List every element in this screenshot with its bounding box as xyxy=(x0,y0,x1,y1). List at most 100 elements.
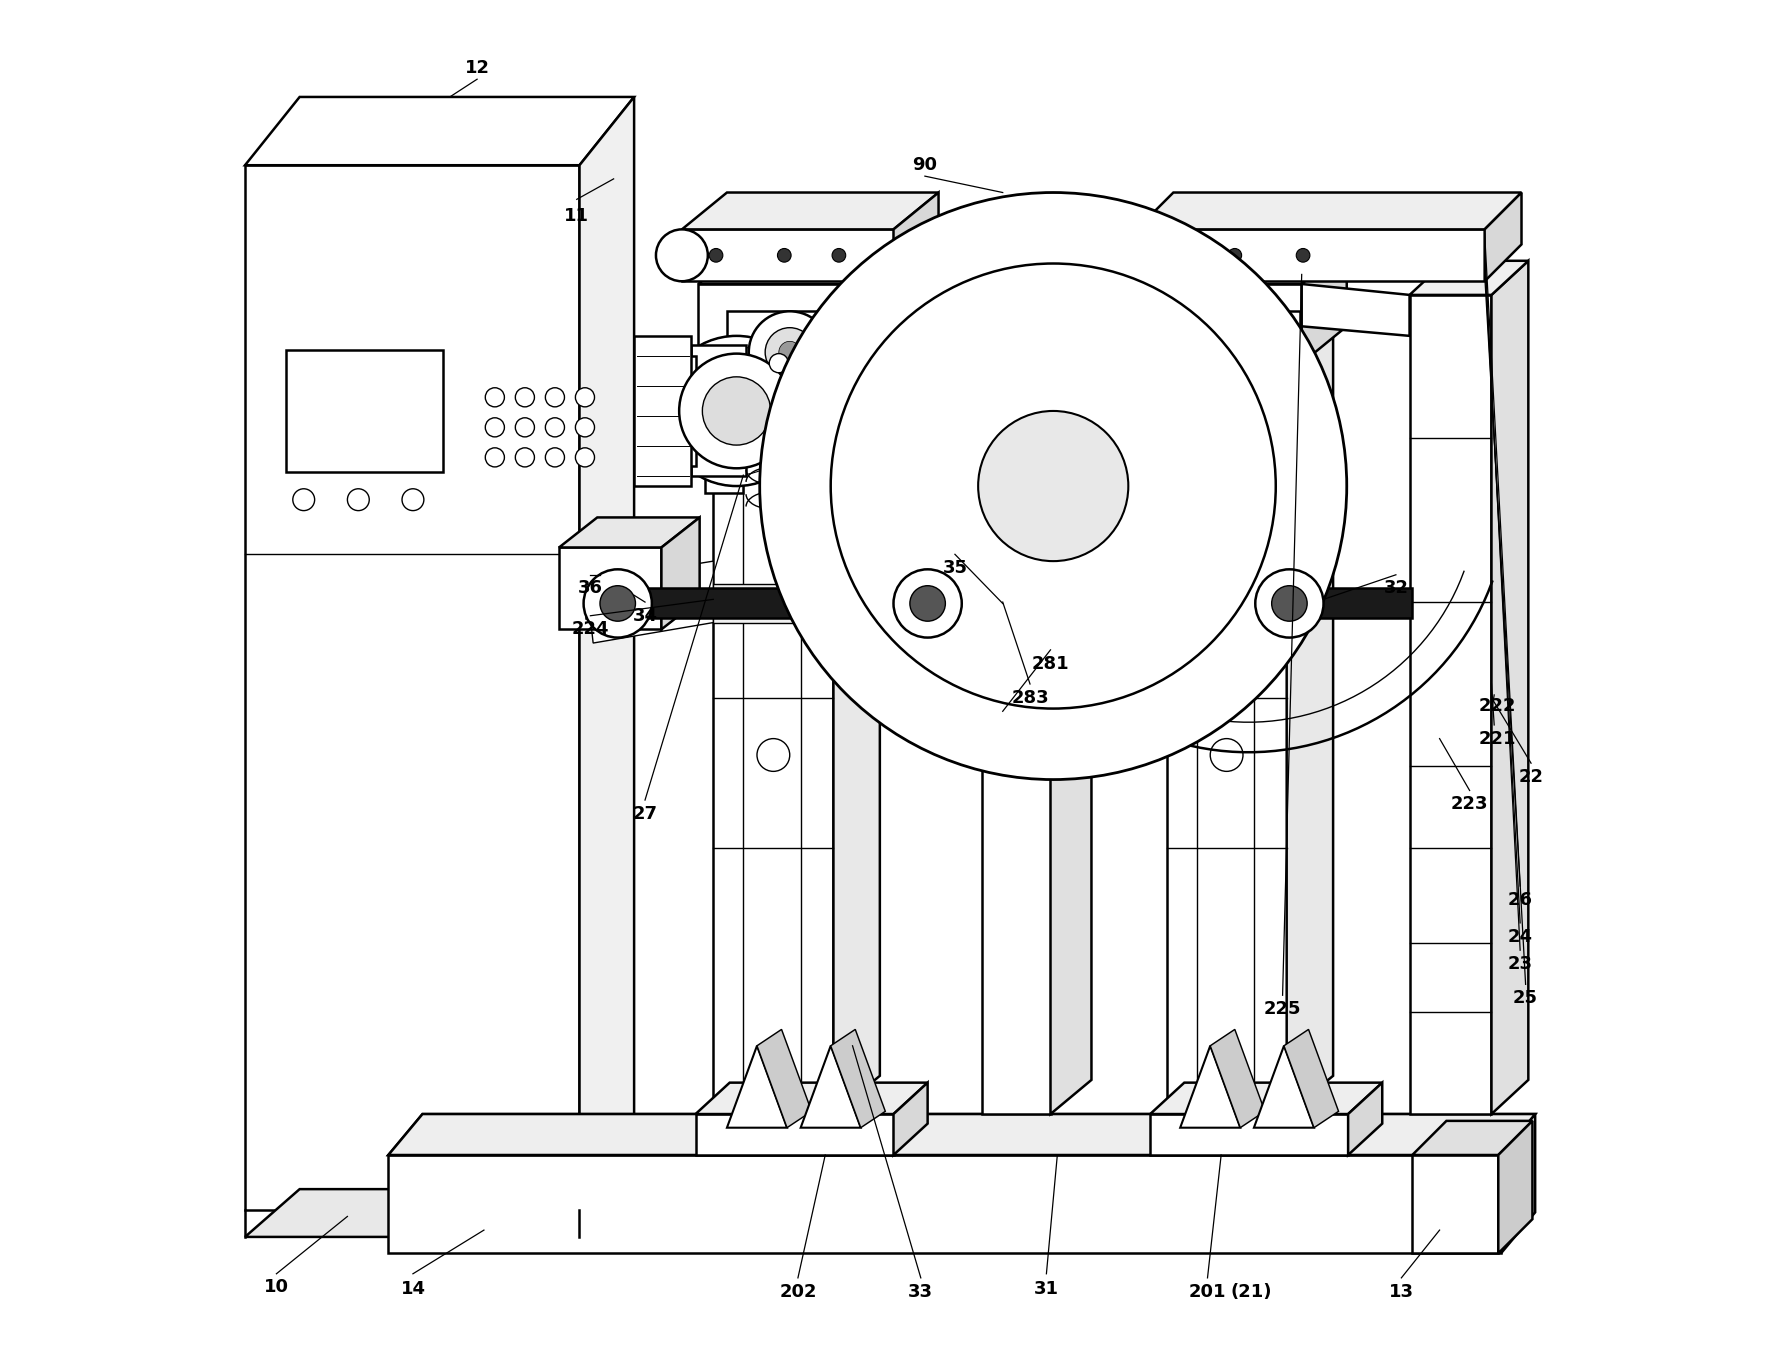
Text: 283: 283 xyxy=(1011,688,1049,707)
Circle shape xyxy=(758,739,790,772)
Polygon shape xyxy=(1151,1082,1383,1114)
Polygon shape xyxy=(1287,300,1333,1114)
Text: 10: 10 xyxy=(264,1279,289,1297)
Text: 27: 27 xyxy=(633,804,658,822)
Polygon shape xyxy=(1051,629,1167,670)
Circle shape xyxy=(1160,249,1174,263)
Bar xyxy=(586,588,1412,618)
Text: 202: 202 xyxy=(779,1283,817,1301)
Polygon shape xyxy=(801,1045,861,1127)
Circle shape xyxy=(779,342,801,363)
Polygon shape xyxy=(1301,248,1347,363)
Circle shape xyxy=(1231,342,1254,363)
Polygon shape xyxy=(831,1029,885,1127)
Polygon shape xyxy=(1492,261,1528,1114)
Text: 22: 22 xyxy=(1519,767,1544,785)
Text: 23: 23 xyxy=(1508,955,1533,973)
Text: 201: 201 xyxy=(1188,1283,1226,1301)
Text: 13: 13 xyxy=(1388,1283,1414,1301)
Polygon shape xyxy=(683,193,938,230)
Polygon shape xyxy=(388,1114,1535,1155)
Bar xyxy=(245,166,579,1209)
Bar xyxy=(969,575,1063,613)
Bar xyxy=(1137,230,1485,282)
Text: 223: 223 xyxy=(1451,795,1489,813)
Bar xyxy=(713,584,833,622)
Bar xyxy=(1151,1114,1347,1155)
Circle shape xyxy=(402,488,424,510)
Circle shape xyxy=(709,249,724,263)
Circle shape xyxy=(833,249,845,263)
Circle shape xyxy=(1254,569,1324,637)
Text: 32: 32 xyxy=(1383,580,1408,598)
Polygon shape xyxy=(849,248,894,363)
Polygon shape xyxy=(1051,554,1092,1114)
Circle shape xyxy=(894,569,961,637)
Circle shape xyxy=(575,387,595,406)
Circle shape xyxy=(515,417,534,436)
Text: 25: 25 xyxy=(1514,989,1539,1007)
Circle shape xyxy=(545,417,565,436)
Circle shape xyxy=(1222,353,1242,372)
Circle shape xyxy=(575,447,595,466)
Bar xyxy=(1158,440,1197,492)
Text: 90: 90 xyxy=(913,156,938,174)
Circle shape xyxy=(1110,230,1163,282)
Text: 34: 34 xyxy=(633,607,658,625)
Text: 33: 33 xyxy=(908,1283,933,1301)
Polygon shape xyxy=(1254,1045,1313,1127)
Polygon shape xyxy=(983,554,1092,588)
Polygon shape xyxy=(1167,300,1333,337)
Polygon shape xyxy=(1501,1114,1535,1253)
Bar xyxy=(1412,1155,1498,1253)
Polygon shape xyxy=(245,97,634,166)
Text: (21): (21) xyxy=(1231,1283,1272,1301)
Circle shape xyxy=(759,193,1347,780)
Text: 35: 35 xyxy=(942,560,967,577)
Bar xyxy=(1151,285,1301,363)
Circle shape xyxy=(486,417,504,436)
Bar xyxy=(727,312,847,386)
Circle shape xyxy=(768,353,788,372)
Bar xyxy=(1167,337,1287,1114)
Circle shape xyxy=(1296,249,1310,263)
Polygon shape xyxy=(579,97,634,1209)
Circle shape xyxy=(661,337,811,486)
Bar xyxy=(286,349,443,472)
Circle shape xyxy=(486,387,504,406)
Polygon shape xyxy=(894,1082,927,1155)
Circle shape xyxy=(347,488,370,510)
Circle shape xyxy=(545,447,565,466)
Circle shape xyxy=(293,488,315,510)
Circle shape xyxy=(486,447,504,466)
Bar xyxy=(699,285,849,363)
Circle shape xyxy=(749,312,831,393)
Polygon shape xyxy=(1210,1029,1265,1127)
Bar xyxy=(1179,312,1301,386)
Bar xyxy=(634,337,692,486)
Polygon shape xyxy=(758,1029,811,1127)
Polygon shape xyxy=(1179,1045,1240,1127)
Circle shape xyxy=(702,376,770,445)
Circle shape xyxy=(765,328,815,376)
Polygon shape xyxy=(388,1114,1535,1155)
Text: 225: 225 xyxy=(1263,1000,1301,1018)
Polygon shape xyxy=(1347,1082,1383,1155)
Bar xyxy=(706,440,743,492)
Text: 224: 224 xyxy=(572,621,609,639)
Polygon shape xyxy=(661,517,701,629)
Bar xyxy=(695,1114,894,1155)
Polygon shape xyxy=(1283,1029,1338,1127)
Bar xyxy=(692,346,745,476)
Bar xyxy=(388,1155,1501,1253)
Bar xyxy=(983,588,1051,1114)
Circle shape xyxy=(1219,328,1267,376)
Polygon shape xyxy=(559,517,701,547)
Text: 221: 221 xyxy=(1478,729,1515,747)
Text: 36: 36 xyxy=(577,580,602,598)
Polygon shape xyxy=(1151,248,1347,285)
Polygon shape xyxy=(245,1189,634,1237)
Circle shape xyxy=(1272,586,1306,621)
Circle shape xyxy=(584,569,652,637)
Polygon shape xyxy=(727,1045,786,1127)
